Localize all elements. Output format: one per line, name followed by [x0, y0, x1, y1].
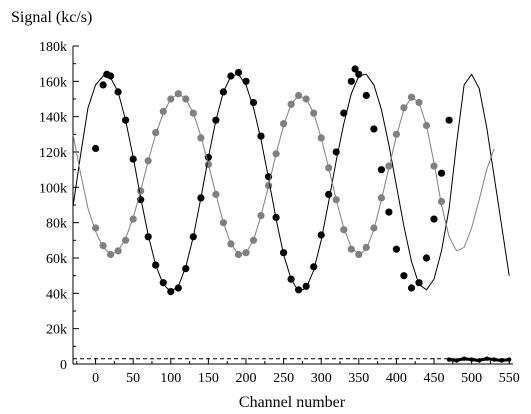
series-0-point [159, 279, 167, 287]
series-1-point [129, 215, 137, 223]
noise-trace [448, 357, 510, 363]
x-tick-label: 550 [499, 371, 520, 386]
x-tick-label: 250 [273, 371, 294, 386]
series-0-point [430, 215, 438, 223]
x-tick-label: 500 [461, 371, 482, 386]
series-0-point [422, 254, 431, 262]
series-0-point [407, 284, 416, 292]
x-tick-label: 50 [126, 371, 140, 386]
series-1-point [347, 245, 355, 253]
y-tick-label: 60k [46, 252, 67, 267]
series-0-point [92, 144, 100, 153]
series-0-point [362, 91, 370, 100]
x-tick-label: 100 [160, 371, 181, 386]
series-0-point [377, 166, 385, 174]
series-0-point [445, 116, 453, 124]
y-tick-label: 120k [39, 146, 67, 161]
x-tick-label: 400 [386, 371, 407, 386]
series-0-point [99, 81, 107, 89]
x-tick-label: 350 [348, 371, 369, 386]
series-1-point [362, 243, 370, 251]
series-1-point [430, 162, 438, 170]
y-tick-label: 80k [46, 217, 67, 232]
y-tick-label: 20k [46, 323, 67, 338]
y-axis-title: Signal (kc/s) [11, 9, 92, 26]
x-axis-title: Channel number [239, 394, 346, 411]
x-tick-label: 150 [198, 371, 219, 386]
series-0-point [351, 65, 359, 73]
series-0-point [392, 245, 400, 253]
series-2-line [72, 73, 510, 293]
plot-area: 0 20k 40k 60k 80k 100k 120k 140k 160k 180k 0 50 100 1… [39, 40, 520, 386]
series-3-line [72, 93, 495, 256]
series-0-point [347, 77, 355, 85]
series-0-point [437, 169, 446, 177]
y-tick-label: 140k [39, 111, 67, 126]
y-tick-label: 180k [39, 40, 67, 55]
series-1-point [152, 129, 160, 137]
x-tick-label: 0 [92, 371, 99, 386]
series-0-point [400, 272, 408, 280]
series-0-point [370, 125, 378, 133]
y-tick-label: 40k [46, 287, 67, 302]
y-tick-label: 100k [39, 181, 67, 196]
series-0-point [415, 279, 423, 287]
series-0-point [385, 208, 393, 216]
x-tick-label: 450 [424, 371, 445, 386]
x-tick-label: 300 [311, 371, 332, 386]
series-0-point [317, 231, 325, 239]
series-0-point [174, 284, 182, 292]
y-tick-label: 0 [60, 358, 67, 373]
x-tick-label: 200 [235, 371, 256, 386]
y-tick-label: 160k [39, 75, 67, 90]
series-0-point [325, 190, 333, 198]
series-0-point [257, 132, 265, 140]
series-1-point [437, 197, 446, 206]
